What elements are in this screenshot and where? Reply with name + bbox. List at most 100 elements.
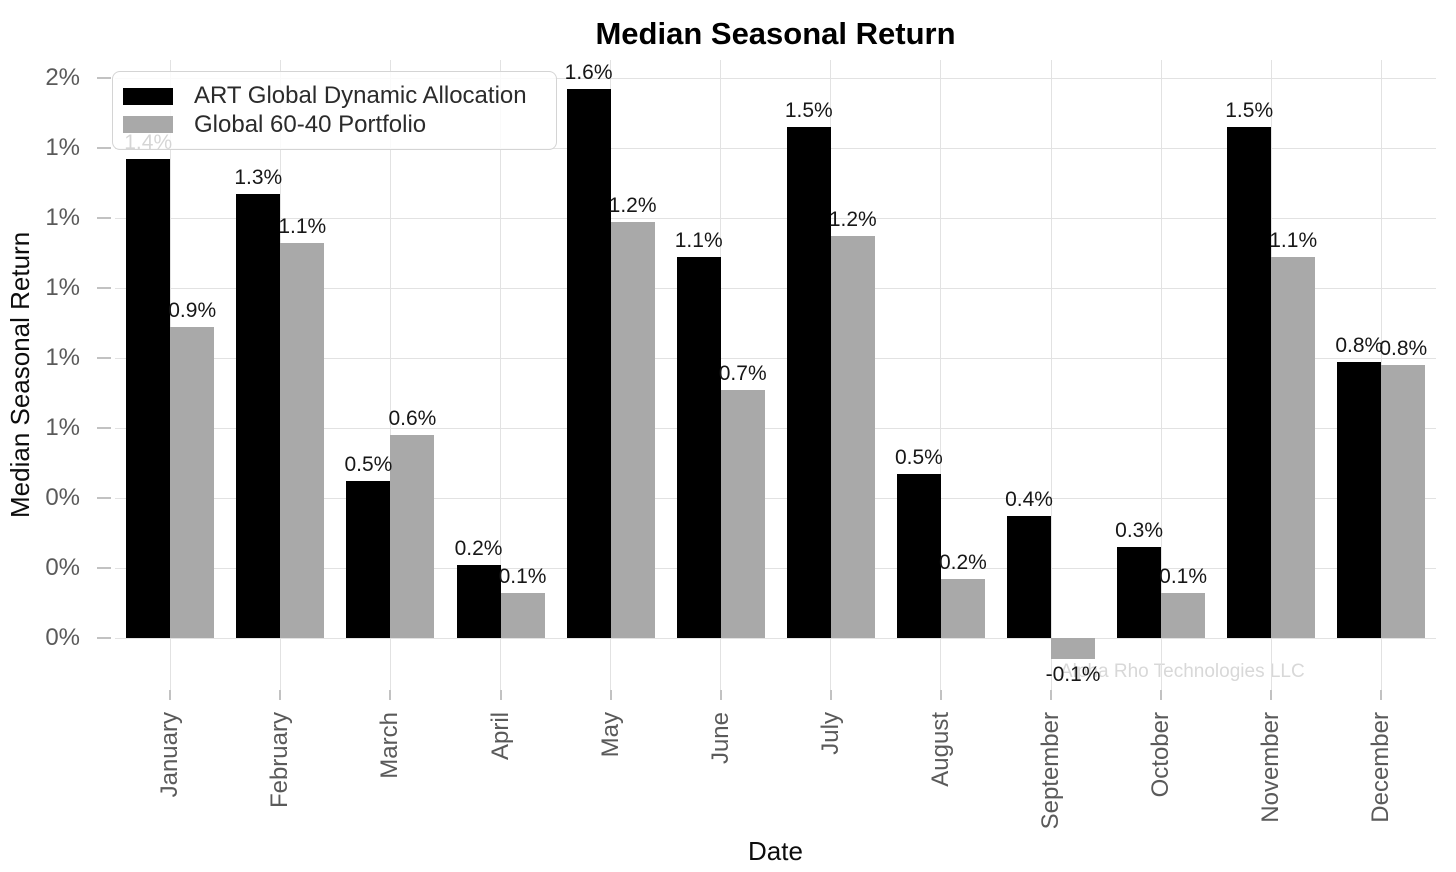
x-tick-mark	[389, 690, 392, 700]
bar-value-label: 0.9%	[168, 298, 217, 322]
gridline-horizontal	[115, 147, 1436, 149]
bar-series-2	[610, 221, 655, 638]
bar-value-label: 1.2%	[608, 193, 657, 217]
bar-series-2	[1381, 365, 1426, 638]
x-tick-label: April	[486, 712, 514, 761]
bar-series-2	[170, 326, 215, 638]
bar-value-label: 0.7%	[718, 361, 767, 385]
bar-value-label: 0.6%	[388, 407, 437, 430]
y-tick-mark	[97, 427, 111, 429]
bar-series-2	[830, 235, 875, 638]
bar-value-label: 1.5%	[1225, 99, 1274, 122]
legend-label: ART Global Dynamic Allocation	[194, 82, 527, 110]
bar-value-label: 0.2%	[454, 536, 503, 560]
bar-series-2	[720, 389, 765, 638]
bar-value-label: 1.3%	[234, 165, 283, 189]
x-tick-mark	[1270, 690, 1273, 700]
gridline-horizontal	[115, 77, 1436, 79]
y-tick-label: 2%	[45, 64, 80, 91]
bar-series-1	[236, 193, 281, 638]
x-tick-mark	[829, 690, 832, 700]
bar-series-2	[1161, 592, 1206, 638]
x-tick-label: August	[926, 712, 954, 787]
gridline-vertical	[720, 60, 722, 690]
bar-value-label: 0.1%	[498, 564, 547, 588]
y-tick-mark	[97, 357, 111, 359]
x-tick-label: November	[1257, 712, 1285, 823]
bar-value-label: 1.2%	[828, 207, 877, 231]
y-tick-label: 1%	[45, 344, 80, 371]
gridline-vertical	[1050, 60, 1052, 690]
x-tick-label: October	[1147, 712, 1175, 798]
bar-value-label: 0.5%	[894, 445, 943, 469]
y-tick-label: 0%	[45, 624, 80, 651]
gridline-horizontal	[115, 427, 1436, 429]
legend: ART Global Dynamic Allocation Global 60-…	[112, 71, 557, 150]
bar-value-label: 0.3%	[1115, 519, 1164, 542]
y-tick-mark	[97, 77, 111, 79]
x-tick-label: July	[816, 712, 844, 755]
bar-value-label: 0.1%	[1159, 564, 1208, 588]
bar-series-2	[390, 435, 435, 638]
x-tick-label: May	[596, 712, 624, 758]
y-tick-label: 0%	[45, 484, 80, 511]
x-axis-title: Date	[748, 836, 803, 866]
bar-series-2	[500, 592, 545, 638]
x-tick-mark	[609, 690, 612, 700]
bar-value-label: 0.8%	[1379, 337, 1428, 360]
bar-series-1	[1117, 547, 1162, 638]
bar-series-1	[1007, 515, 1051, 638]
gridline-horizontal	[115, 637, 1436, 639]
gridline-horizontal	[115, 567, 1436, 569]
bar-series-1	[126, 158, 171, 638]
x-tick-label: December	[1367, 712, 1395, 823]
bar-value-label: 1.1%	[1269, 228, 1318, 252]
x-tick-label: January	[156, 712, 184, 798]
bar-value-label: 0.8%	[1335, 333, 1384, 357]
bar-value-label: 0.4%	[1005, 487, 1053, 511]
y-tick-label: 0%	[45, 554, 80, 581]
y-tick-label: 1%	[45, 134, 80, 161]
x-tick-mark	[499, 690, 502, 700]
gridline-horizontal	[115, 287, 1436, 289]
x-tick-label: September	[1037, 712, 1064, 830]
gridline-horizontal	[115, 497, 1436, 499]
bar-value-label: 1.1%	[674, 228, 723, 252]
chart-title: Median Seasonal Return	[595, 16, 956, 51]
x-tick-mark	[1160, 690, 1163, 700]
legend-item: Global 60-40 Portfolio	[123, 111, 542, 140]
bar-series-2	[1051, 638, 1095, 659]
x-tick-mark	[279, 690, 282, 700]
bar-series-1	[676, 256, 721, 638]
x-tick-mark	[169, 690, 172, 700]
y-tick-label: 1%	[45, 204, 80, 231]
bar-series-1	[346, 480, 391, 638]
x-tick-mark	[719, 690, 722, 700]
bar-series-2	[940, 578, 985, 638]
bar-value-label: 0.2%	[938, 550, 987, 574]
legend-swatch-gray	[123, 116, 173, 134]
gridline-vertical	[940, 60, 942, 690]
bar-value-label: 1.5%	[784, 99, 833, 122]
watermark: Alpha Rho Technologies LLC	[1060, 661, 1305, 682]
bar-value-label: 1.1%	[278, 214, 327, 238]
legend-swatch-black	[123, 87, 173, 105]
y-tick-mark	[97, 637, 111, 639]
x-tick-mark	[1380, 690, 1383, 700]
y-tick-mark	[97, 287, 111, 289]
x-tick-label: March	[376, 712, 404, 779]
x-tick-mark	[939, 690, 942, 700]
bar-series-1	[786, 127, 831, 638]
x-tick-label: February	[266, 712, 294, 809]
bar-value-label: 1.6%	[564, 60, 613, 84]
y-tick-mark	[97, 567, 111, 569]
legend-item: ART Global Dynamic Allocation	[123, 82, 542, 111]
bar-series-1	[566, 88, 611, 638]
bar-series-1	[1337, 361, 1382, 638]
gridline-vertical	[389, 60, 391, 690]
y-tick-label: 1%	[45, 414, 80, 441]
bar-value-label: -0.1%	[1045, 663, 1101, 686]
bar-value-label: 0.5%	[344, 452, 393, 476]
gridline-horizontal	[115, 217, 1436, 219]
